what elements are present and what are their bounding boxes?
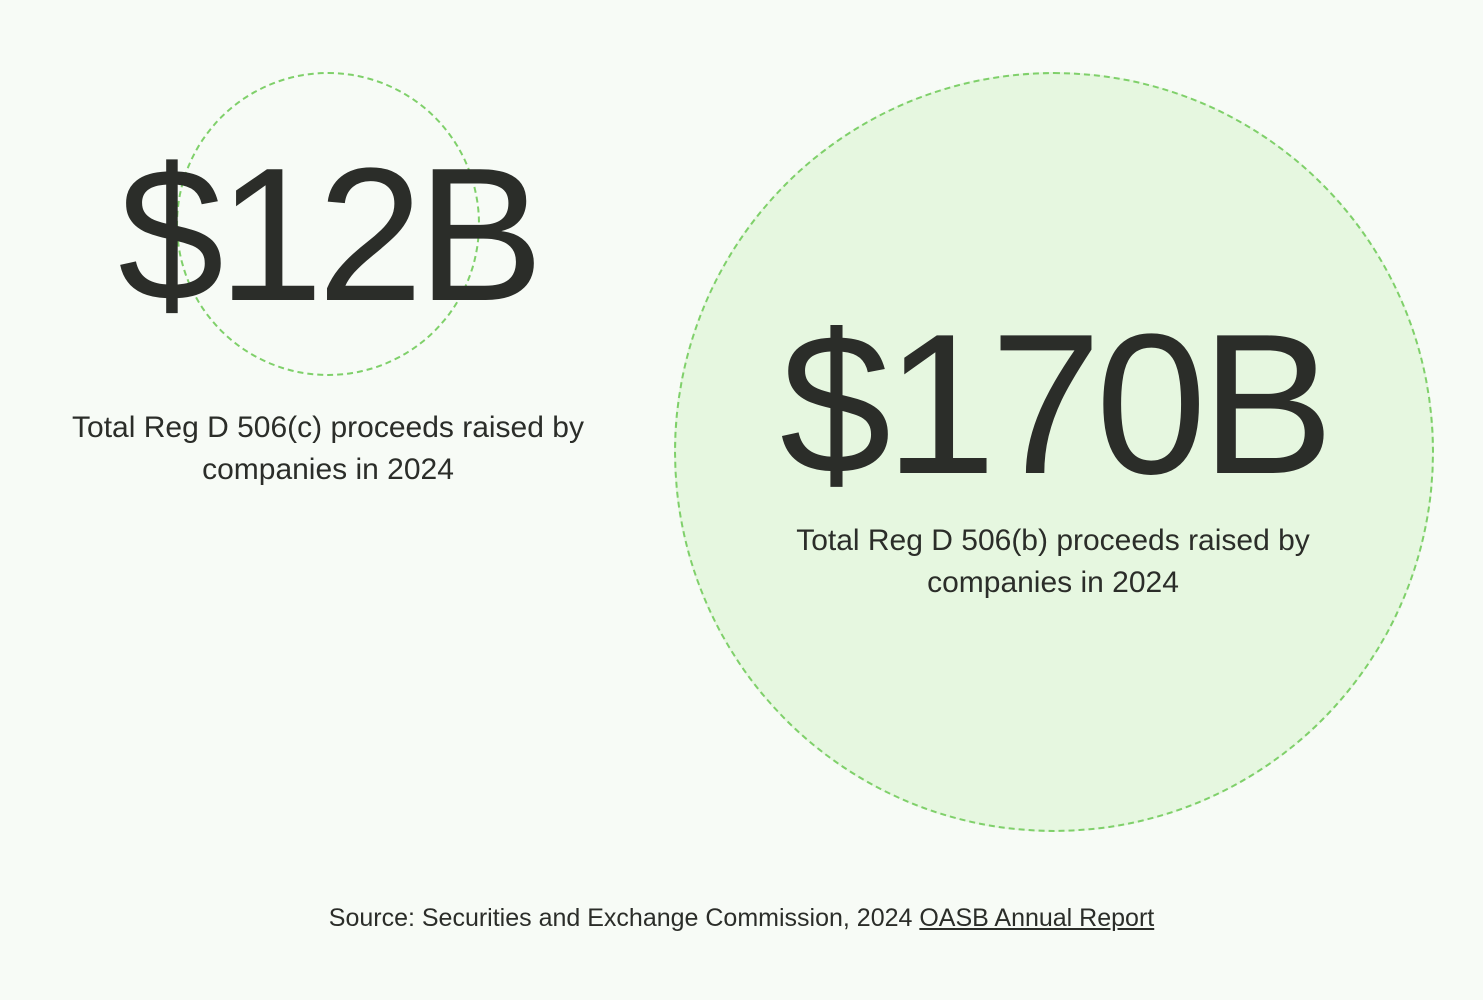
value-label-170b: $170B — [779, 293, 1334, 516]
source-note: Source: Securities and Exchange Commissi… — [0, 902, 1483, 934]
source-text: Source: Securities and Exchange Commissi… — [328, 904, 920, 932]
bubble-12b — [176, 72, 480, 376]
value-label-12b: $12B — [118, 129, 544, 341]
source-link-oasb-report[interactable]: OASB Annual Report — [919, 904, 1155, 932]
caption-506b: Total Reg D 506(b) proceeds raised by co… — [796, 524, 1310, 599]
caption-506c: Total Reg D 506(c) proceeds raised by co… — [72, 411, 584, 486]
bubble-170b — [674, 72, 1434, 832]
